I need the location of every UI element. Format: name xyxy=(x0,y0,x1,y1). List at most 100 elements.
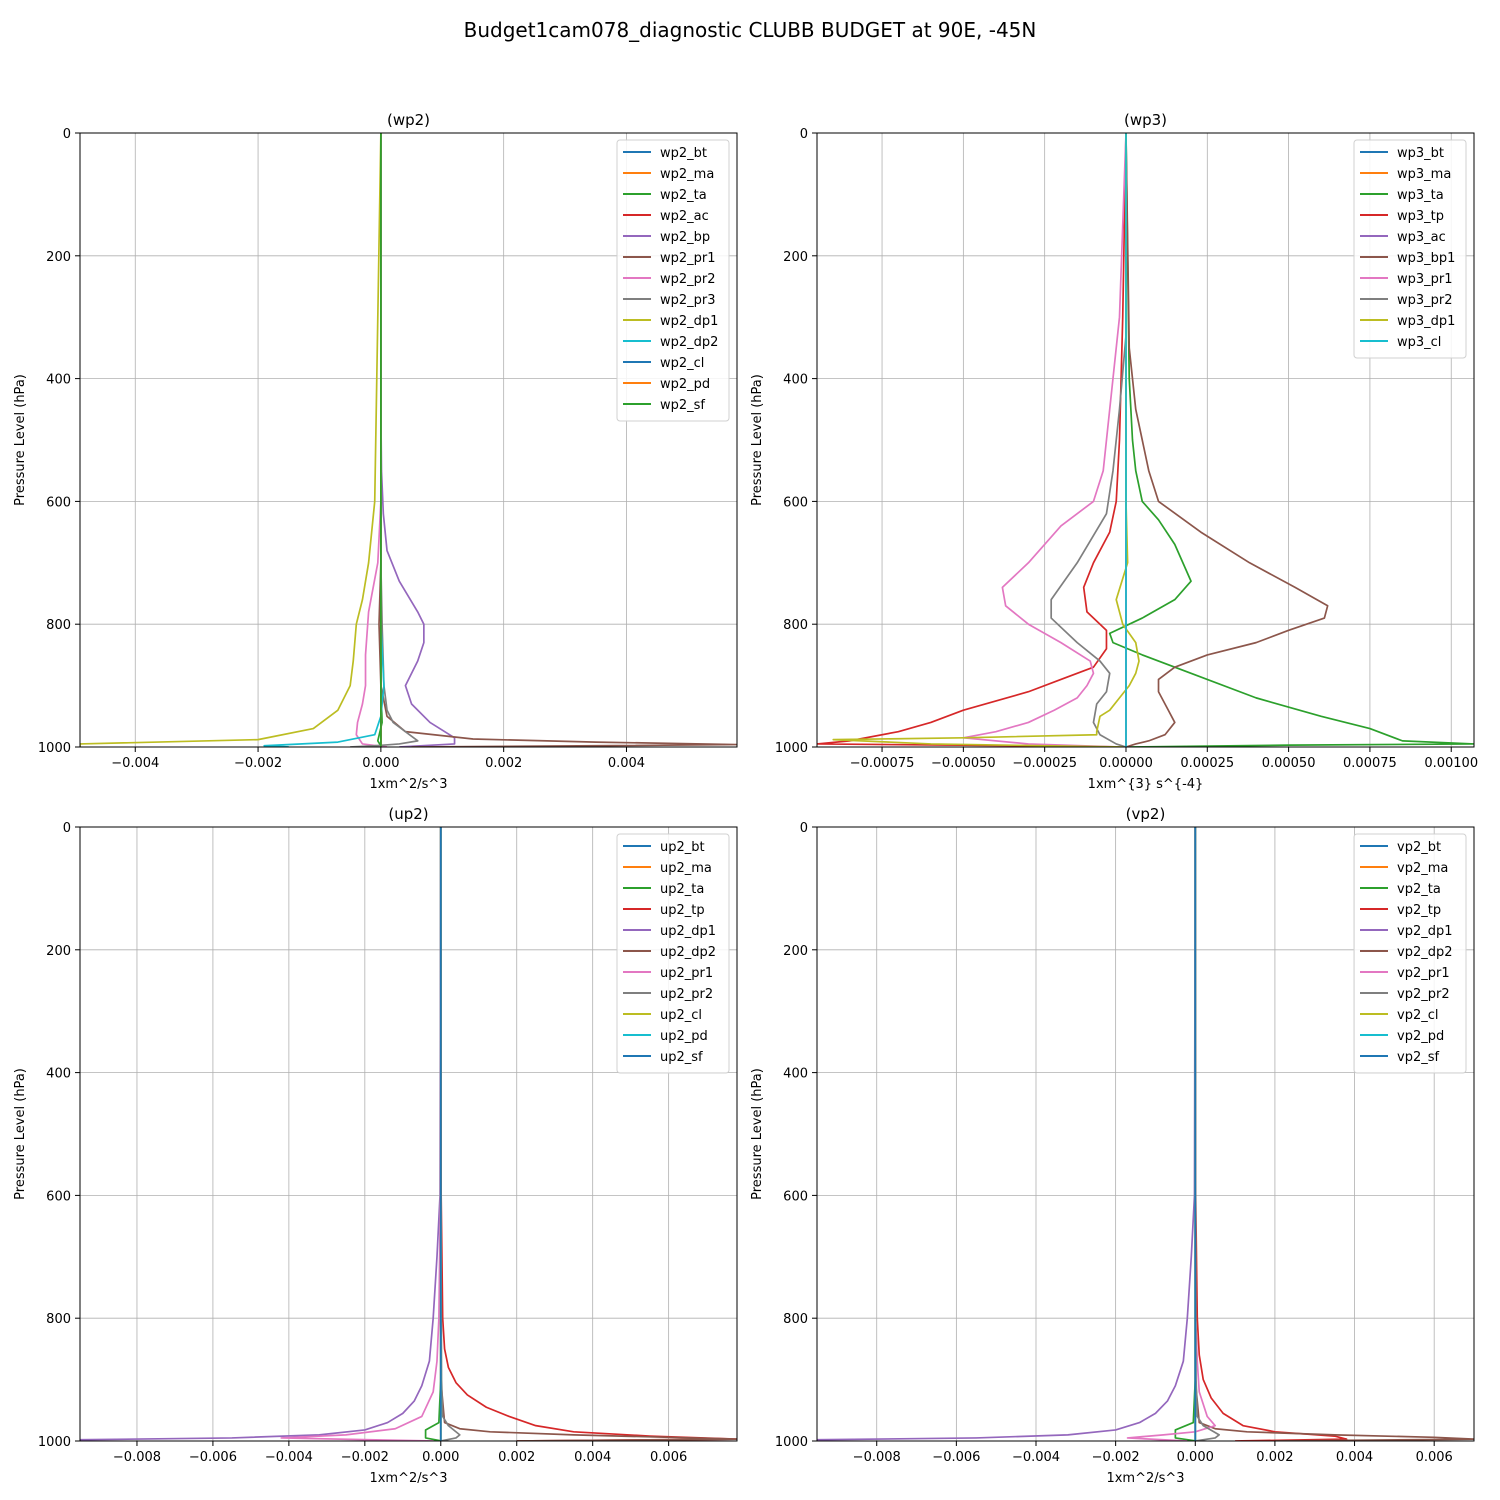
x-axis-label: 1xm^2/s^3 xyxy=(369,1471,447,1486)
legend-entry: up2_bt xyxy=(660,840,705,855)
legend-entry: wp3_bp1 xyxy=(1397,251,1455,266)
legend-entry: wp3_bt xyxy=(1397,146,1444,161)
y-tick-label: 1000 xyxy=(775,1435,808,1450)
x-tick-label: −0.008 xyxy=(113,1450,161,1465)
series-line-vp2_tp xyxy=(1194,827,1348,1441)
figure-title: Budget1cam078_diagnostic CLUBB BUDGET at… xyxy=(464,18,1037,42)
legend-entry: up2_dp2 xyxy=(660,945,716,960)
legend: vp2_bt vp2_ma vp2_ta vp2_tp vp2_dp1 vp2_dp2vp… xyxy=(1353,833,1467,1074)
y-tick-label: 800 xyxy=(46,618,71,633)
y-axis-label: Pressure Level (hPa) xyxy=(13,374,28,506)
legend-entry: wp3_ma xyxy=(1397,167,1451,182)
x-tick-label: 0.00025 xyxy=(1180,756,1234,771)
x-tick-label: 0.00100 xyxy=(1424,756,1478,771)
x-tick-label: −0.008 xyxy=(853,1450,901,1465)
legend: up2_bt up2_ma up2_ta up2_tp up2_dp1 up2_dp2up… xyxy=(616,833,730,1074)
x-axis-label: 1xm^2/s^3 xyxy=(369,777,447,792)
subplot-grid: −0.004 −0.002 0.000 0.002 0.004 0 200 400 600 800… xyxy=(13,111,1478,1486)
x-tick-label: 0.00000 xyxy=(1099,756,1153,771)
y-tick-label: 800 xyxy=(783,1312,808,1327)
legend-entry: wp2_pd xyxy=(660,377,710,392)
legend-entry: vp2_bt xyxy=(1397,840,1441,855)
y-tick-label: 400 xyxy=(46,1067,71,1082)
y-axis-label: Pressure Level (hPa) xyxy=(750,374,765,506)
legend-entry: vp2_tp xyxy=(1397,903,1441,918)
y-tick-label: 200 xyxy=(46,944,71,959)
x-tick-label: −0.006 xyxy=(932,1450,980,1465)
legend-entry: wp2_pr1 xyxy=(660,251,716,266)
x-tick-label: 0.000 xyxy=(362,756,399,771)
series-line-wp2_bp xyxy=(380,133,456,747)
legend-entry: vp2_pr1 xyxy=(1397,966,1450,981)
x-tick-label: 0.00050 xyxy=(1262,756,1316,771)
subplot-title: (wp2) xyxy=(387,111,430,129)
x-tick-label: 0.000 xyxy=(1177,1450,1214,1465)
legend-entry: vp2_dp1 xyxy=(1397,924,1453,939)
legend-entry: wp2_bt xyxy=(660,146,707,161)
y-tick-label: 200 xyxy=(46,250,71,265)
y-tick-label: 0 xyxy=(63,821,71,836)
y-tick-label: 1000 xyxy=(775,741,808,756)
legend-entry: wp3_ac xyxy=(1397,230,1446,245)
series-line-wp3_dp1 xyxy=(832,133,1140,747)
legend-entry: wp2_ac xyxy=(660,209,709,224)
y-tick-label: 1000 xyxy=(38,1435,71,1450)
legend-entry: vp2_ta xyxy=(1397,882,1441,897)
series-line-up2_pr1 xyxy=(280,827,442,1441)
legend-entry: vp2_dp2 xyxy=(1397,945,1453,960)
subplot-title: (wp3) xyxy=(1124,111,1167,129)
y-tick-label: 400 xyxy=(783,1067,808,1082)
legend-entry: up2_ma xyxy=(660,861,712,876)
legend-entry: wp2_ta xyxy=(660,188,707,203)
y-tick-label: 400 xyxy=(46,373,71,388)
x-tick-label: −0.004 xyxy=(111,756,159,771)
y-tick-label: 600 xyxy=(46,1189,71,1204)
series-group xyxy=(817,827,1474,1441)
series-line-up2_dp1 xyxy=(80,827,442,1441)
legend-entry: up2_sf xyxy=(660,1050,703,1065)
y-axis-label: Pressure Level (hPa) xyxy=(13,1068,28,1200)
subplot-title: (vp2) xyxy=(1126,805,1166,823)
legend-entry: wp2_pr2 xyxy=(660,272,716,287)
x-tick-label: 0.006 xyxy=(650,1450,687,1465)
legend-entry: up2_ta xyxy=(660,882,704,897)
subplot-0: −0.004 −0.002 0.000 0.002 0.004 0 200 400 600 800… xyxy=(13,111,738,792)
series-group xyxy=(80,133,737,747)
legend-entry: vp2_cl xyxy=(1397,1008,1438,1023)
legend: wp2_bt wp2_ma wp2_ta wp2_ac wp2_bp wp2_pr1 wp2… xyxy=(616,139,730,422)
x-tick-label: 0.004 xyxy=(1336,1450,1373,1465)
legend-entry: wp2_ma xyxy=(660,167,714,182)
legend-entry: wp2_pr3 xyxy=(660,293,716,308)
x-tick-label: 0.004 xyxy=(608,756,645,771)
legend-entry: wp3_ta xyxy=(1397,188,1444,203)
y-axis-label: Pressure Level (hPa) xyxy=(750,1068,765,1200)
legend-entry: wp3_dp1 xyxy=(1397,314,1455,329)
legend-entry: wp2_cl xyxy=(660,356,704,371)
x-tick-label: −0.00025 xyxy=(1012,756,1077,771)
x-tick-label: −0.00075 xyxy=(850,756,915,771)
y-tick-label: 400 xyxy=(783,373,808,388)
legend-entry: wp3_tp xyxy=(1397,209,1444,224)
legend-entry: wp3_cl xyxy=(1397,335,1441,350)
legend-box xyxy=(616,139,730,422)
legend-entry: up2_pr1 xyxy=(660,966,713,981)
axes-frame xyxy=(79,826,738,1442)
series-line-wp3_pr1 xyxy=(962,133,1127,747)
series-line-wp2_dp1 xyxy=(80,133,382,747)
x-axis-label: 1xm^{3} s^{-4} xyxy=(1088,777,1204,792)
y-tick-label: 0 xyxy=(800,127,808,142)
x-tick-label: −0.00050 xyxy=(931,756,996,771)
y-tick-label: 0 xyxy=(800,821,808,836)
y-tick-label: 800 xyxy=(46,1312,71,1327)
legend-entry: up2_pd xyxy=(660,1029,708,1044)
x-tick-label: 0.000 xyxy=(422,1450,459,1465)
axes-frame xyxy=(816,826,1475,1442)
x-tick-label: 0.006 xyxy=(1416,1450,1453,1465)
x-tick-label: −0.002 xyxy=(234,756,282,771)
legend-entry: vp2_pr2 xyxy=(1397,987,1450,1002)
x-tick-label: 0.004 xyxy=(574,1450,611,1465)
y-tick-label: 600 xyxy=(46,495,71,510)
legend-entry: vp2_sf xyxy=(1397,1050,1439,1065)
legend-entry: wp2_dp1 xyxy=(660,314,718,329)
